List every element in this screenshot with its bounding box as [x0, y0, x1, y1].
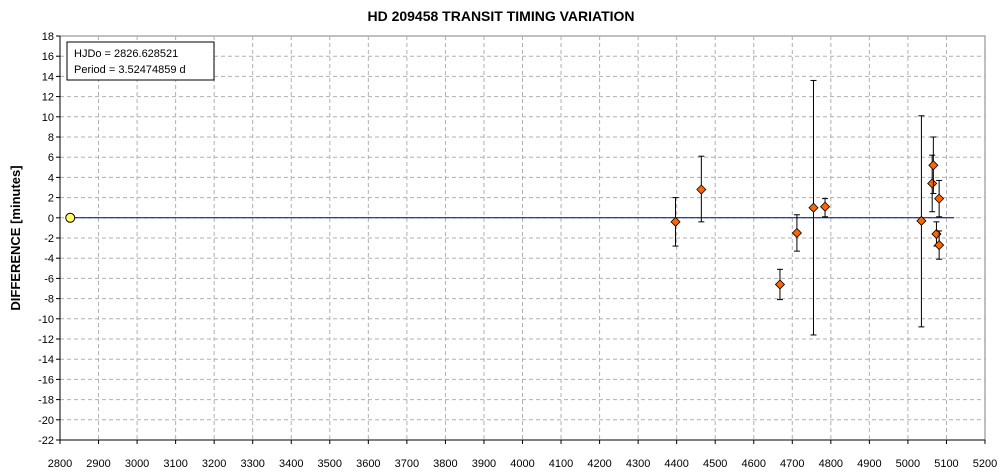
- y-tick-label: 0: [48, 213, 54, 225]
- x-tick-label: 2900: [86, 458, 110, 470]
- y-tick-label: 16: [42, 51, 54, 63]
- y-axis-label: DIFFERENCE [minutes]: [8, 165, 23, 310]
- x-tick-label: 5100: [934, 458, 958, 470]
- data-point: [819, 201, 831, 212]
- x-tick-label: 3800: [433, 458, 457, 470]
- x-tick-label: 4700: [780, 458, 804, 470]
- y-tick-label: -4: [44, 253, 54, 265]
- y-tick-label: 4: [48, 172, 54, 184]
- data-point: [927, 178, 938, 189]
- y-tick-label: -8: [44, 294, 54, 306]
- x-tick-label: 3900: [472, 458, 496, 470]
- x-tick-label: 4200: [587, 458, 611, 470]
- data-point: [916, 215, 927, 226]
- x-tick-label: 3000: [125, 458, 149, 470]
- data-point: [696, 184, 707, 195]
- data-point: [670, 216, 681, 227]
- legend-line-1: HJDo = 2826.628521: [74, 48, 178, 60]
- y-tick-label: -20: [38, 415, 54, 427]
- y-tick-label: -16: [38, 374, 54, 386]
- x-tick-label: 3300: [240, 458, 264, 470]
- x-tick-label: 3500: [318, 458, 342, 470]
- data-point: [791, 227, 802, 239]
- y-tick-label: 12: [42, 92, 54, 104]
- legend-frame: [66, 41, 215, 81]
- reference-layer: [65, 212, 955, 223]
- y-tick-label: -18: [38, 395, 54, 407]
- x-tick-label: 4400: [664, 458, 688, 470]
- y-tick-label: 14: [42, 71, 54, 83]
- data-layer: [670, 79, 945, 336]
- x-tick-label: 5200: [973, 458, 997, 470]
- x-tick-label: 4900: [857, 458, 881, 470]
- x-tick-label: 4300: [626, 458, 650, 470]
- axes: 18 16 14 12 10 8 6 4 2 0 -2 -4 -6 -8 -10 -12 -14 -16 -18 -2…: [38, 31, 997, 470]
- data-point: [934, 193, 945, 204]
- x-tick-label: 4000: [510, 458, 534, 470]
- y-tick-label: 2: [48, 193, 54, 205]
- x-tick-label: 3100: [163, 458, 187, 470]
- x-tick-label: 2800: [48, 458, 72, 470]
- x-tick-label: 3600: [356, 458, 380, 470]
- y-tick-label: -2: [44, 233, 54, 245]
- y-tick-label: 18: [42, 31, 54, 43]
- y-tick-label: -14: [38, 354, 54, 366]
- y-tick-label: -12: [38, 334, 54, 346]
- x-tick-label: 3200: [202, 458, 226, 470]
- legend-box: HJDo = 2826.628521 Period = 3.52474859 d: [66, 41, 215, 81]
- data-point: [808, 202, 819, 213]
- y-tick-label: 8: [48, 132, 54, 144]
- y-tick-label: -6: [44, 273, 54, 285]
- y-tick-label: 6: [48, 152, 54, 164]
- data-point: [934, 240, 945, 251]
- x-tick-label: 4800: [819, 458, 843, 470]
- x-tick-label: 5000: [896, 458, 920, 470]
- x-tick-label: 4600: [742, 458, 766, 470]
- chart-title: HD 209458 TRANSIT TIMING VARIATION: [367, 8, 634, 24]
- y-tick-label: -10: [38, 314, 54, 326]
- legend-line-2: Period = 3.52474859 d: [74, 64, 186, 76]
- y-tick-label: -22: [38, 435, 54, 447]
- y-tick-label: 10: [42, 112, 54, 124]
- reference-point: [65, 212, 76, 223]
- x-tick-label: 3400: [279, 458, 303, 470]
- x-tick-label: 4500: [703, 458, 727, 470]
- x-tick-label: 4100: [549, 458, 573, 470]
- x-tick-label: 3700: [395, 458, 419, 470]
- data-point: [928, 160, 939, 171]
- data-point: [774, 279, 786, 290]
